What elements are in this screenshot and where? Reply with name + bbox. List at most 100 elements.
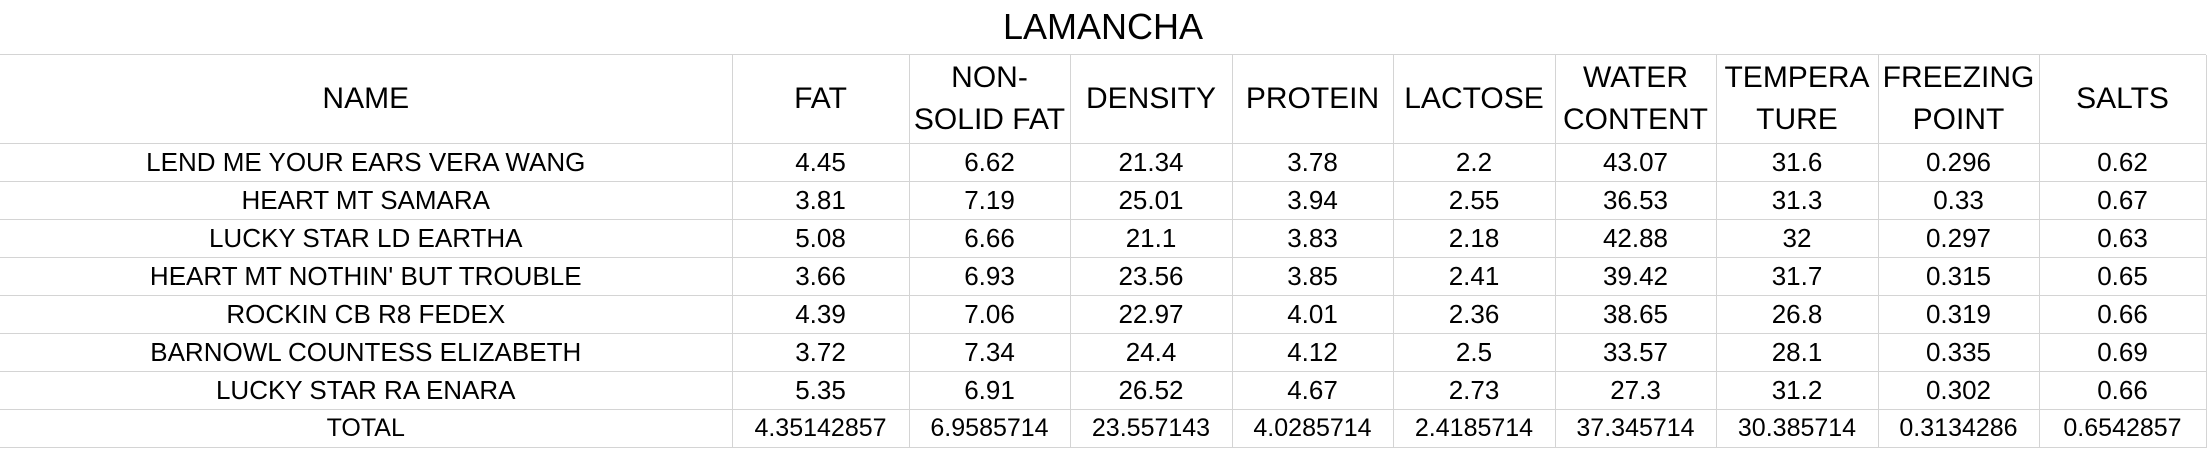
total-density[interactable]: 23.557143 (1069, 409, 1233, 448)
cell-lactose[interactable]: 2.18 (1392, 219, 1556, 258)
cell-water-content[interactable]: 33.57 (1554, 333, 1717, 372)
cell-temperature[interactable]: 31.3 (1715, 181, 1879, 220)
cell-name[interactable]: BARNOWL COUNTESS ELIZABETH (0, 333, 733, 372)
cell-salts[interactable]: 0.65 (2038, 257, 2207, 296)
cell-density[interactable]: 21.34 (1069, 143, 1233, 182)
cell-fat[interactable]: 3.72 (731, 333, 910, 372)
cell-fat[interactable]: 5.08 (731, 219, 910, 258)
cell-temperature[interactable]: 28.1 (1715, 333, 1879, 372)
cell-salts[interactable]: 0.66 (2038, 295, 2207, 334)
cell-fat[interactable]: 3.81 (731, 181, 910, 220)
cell-water-content[interactable]: 39.42 (1554, 257, 1717, 296)
cell-density[interactable]: 24.4 (1069, 333, 1233, 372)
cell-freezing-point[interactable]: 0.296 (1877, 143, 2040, 182)
cell-protein[interactable]: 4.12 (1231, 333, 1394, 372)
cell-temperature[interactable]: 32 (1715, 219, 1879, 258)
cell-protein[interactable]: 4.01 (1231, 295, 1394, 334)
cell-name[interactable]: LEND ME YOUR EARS VERA WANG (0, 143, 733, 182)
cell-salts[interactable]: 0.66 (2038, 371, 2207, 410)
cell-non-solid-fat[interactable]: 6.93 (908, 257, 1071, 296)
header-non-solid-fat-line1: NON- (951, 61, 1028, 94)
cell-lactose[interactable]: 2.73 (1392, 371, 1556, 410)
cell-name[interactable]: HEART MT NOTHIN' BUT TROUBLE (0, 257, 733, 296)
cell-freezing-point[interactable]: 0.302 (1877, 371, 2040, 410)
header-temperature-line2: TURE (1756, 103, 1838, 136)
cell-freezing-point[interactable]: 0.315 (1877, 257, 2040, 296)
cell-density[interactable]: 22.97 (1069, 295, 1233, 334)
cell-protein[interactable]: 3.78 (1231, 143, 1394, 182)
cell-freezing-point[interactable]: 0.297 (1877, 219, 2040, 258)
header-non-solid-fat[interactable]: NON- SOLID FAT (908, 55, 1071, 144)
header-density[interactable]: DENSITY (1069, 55, 1233, 144)
cell-lactose[interactable]: 2.41 (1392, 257, 1556, 296)
cell-name[interactable]: LUCKY STAR RA ENARA (0, 371, 733, 410)
cell-non-solid-fat[interactable]: 7.34 (908, 333, 1071, 372)
total-fat[interactable]: 4.35142857 (731, 409, 910, 448)
cell-salts[interactable]: 0.67 (2038, 181, 2207, 220)
cell-salts[interactable]: 0.69 (2038, 333, 2207, 372)
cell-name[interactable]: HEART MT SAMARA (0, 181, 733, 220)
cell-fat[interactable]: 5.35 (731, 371, 910, 410)
cell-water-content[interactable]: 36.53 (1554, 181, 1717, 220)
sheet-title[interactable]: LAMANCHA (0, 0, 2206, 55)
cell-freezing-point[interactable]: 0.319 (1877, 295, 2040, 334)
cell-protein[interactable]: 3.85 (1231, 257, 1394, 296)
header-freezing-point-line1: FREEZING (1882, 61, 2035, 94)
cell-temperature[interactable]: 26.8 (1715, 295, 1879, 334)
cell-density[interactable]: 25.01 (1069, 181, 1233, 220)
cell-fat[interactable]: 3.66 (731, 257, 910, 296)
cell-fat[interactable]: 4.45 (731, 143, 910, 182)
header-fat[interactable]: FAT (731, 55, 910, 144)
cell-name[interactable]: ROCKIN CB R8 FEDEX (0, 295, 733, 334)
cell-lactose[interactable]: 2.36 (1392, 295, 1556, 334)
data-table: NAME FAT NON- SOLID FAT DENSITY PROTEIN L… (0, 55, 2207, 448)
cell-non-solid-fat[interactable]: 7.06 (908, 295, 1071, 334)
header-freezing-point-line2: POINT (1912, 103, 2005, 136)
cell-name[interactable]: LUCKY STAR LD EARTHA (0, 219, 733, 258)
cell-density[interactable]: 26.52 (1069, 371, 1233, 410)
cell-non-solid-fat[interactable]: 7.19 (908, 181, 1071, 220)
header-name[interactable]: NAME (0, 55, 733, 144)
total-non-solid-fat[interactable]: 6.9585714 (908, 409, 1071, 448)
cell-protein[interactable]: 3.94 (1231, 181, 1394, 220)
cell-temperature[interactable]: 31.2 (1715, 371, 1879, 410)
total-lactose[interactable]: 2.4185714 (1392, 409, 1556, 448)
cell-lactose[interactable]: 2.55 (1392, 181, 1556, 220)
cell-lactose[interactable]: 2.2 (1392, 143, 1556, 182)
cell-non-solid-fat[interactable]: 6.91 (908, 371, 1071, 410)
header-temperature-line1: TEMPERA (1724, 61, 1870, 94)
cell-temperature[interactable]: 31.6 (1715, 143, 1879, 182)
cell-water-content[interactable]: 43.07 (1554, 143, 1717, 182)
table-row: LUCKY STAR RA ENARA 5.35 6.91 26.52 4.67… (0, 371, 2207, 410)
cell-non-solid-fat[interactable]: 6.66 (908, 219, 1071, 258)
cell-salts[interactable]: 0.63 (2038, 219, 2207, 258)
total-salts[interactable]: 0.6542857 (2038, 409, 2207, 448)
total-temperature[interactable]: 30.385714 (1715, 409, 1879, 448)
header-water-content[interactable]: WATER CONTENT (1554, 55, 1717, 144)
cell-fat[interactable]: 4.39 (731, 295, 910, 334)
table-row: LUCKY STAR LD EARTHA 5.08 6.66 21.1 3.83… (0, 219, 2207, 258)
cell-water-content[interactable]: 27.3 (1554, 371, 1717, 410)
header-freezing-point[interactable]: FREEZING POINT (1877, 55, 2040, 144)
cell-lactose[interactable]: 2.5 (1392, 333, 1556, 372)
cell-freezing-point[interactable]: 0.335 (1877, 333, 2040, 372)
cell-protein[interactable]: 3.83 (1231, 219, 1394, 258)
total-protein[interactable]: 4.0285714 (1231, 409, 1394, 448)
cell-salts[interactable]: 0.62 (2038, 143, 2207, 182)
table-row: HEART MT SAMARA 3.81 7.19 25.01 3.94 2.5… (0, 181, 2207, 220)
header-salts[interactable]: SALTS (2038, 55, 2207, 144)
cell-freezing-point[interactable]: 0.33 (1877, 181, 2040, 220)
cell-non-solid-fat[interactable]: 6.62 (908, 143, 1071, 182)
header-temperature[interactable]: TEMPERA TURE (1715, 55, 1879, 144)
cell-water-content[interactable]: 38.65 (1554, 295, 1717, 334)
cell-density[interactable]: 23.56 (1069, 257, 1233, 296)
cell-protein[interactable]: 4.67 (1231, 371, 1394, 410)
total-freezing-point[interactable]: 0.3134286 (1877, 409, 2040, 448)
total-water-content[interactable]: 37.345714 (1554, 409, 1717, 448)
total-label[interactable]: TOTAL (0, 409, 733, 448)
cell-temperature[interactable]: 31.7 (1715, 257, 1879, 296)
header-lactose[interactable]: LACTOSE (1392, 55, 1556, 144)
cell-water-content[interactable]: 42.88 (1554, 219, 1717, 258)
header-protein[interactable]: PROTEIN (1231, 55, 1394, 144)
cell-density[interactable]: 21.1 (1069, 219, 1233, 258)
